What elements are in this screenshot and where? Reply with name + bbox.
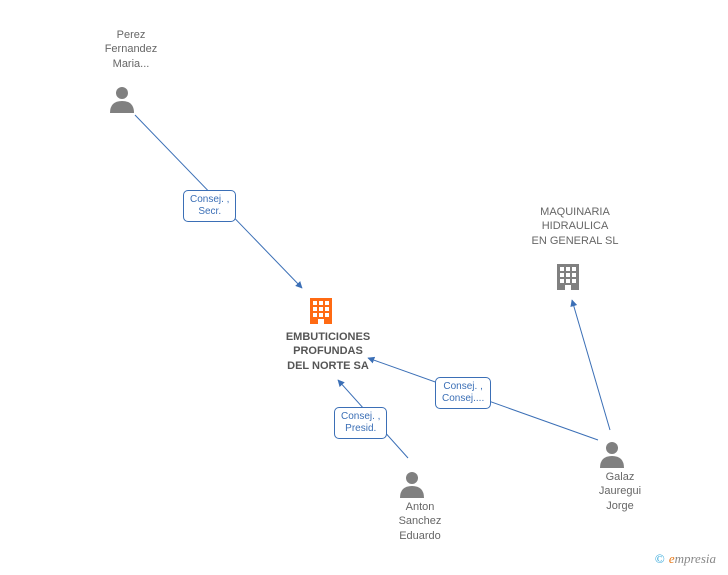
edge-label-1: Consej. , Presid.	[334, 407, 387, 439]
node-label-galaz: Galaz Jauregui Jorge	[580, 470, 660, 513]
watermark-rest: mpresia	[675, 551, 716, 566]
node-label-anton: Anton Sanchez Eduardo	[380, 500, 460, 543]
copyright-symbol: ©	[655, 551, 665, 566]
person-icon	[600, 442, 624, 468]
node-label-maquinaria: MAQUINARIA HIDRAULICA EN GENERAL SL	[510, 205, 640, 248]
building-icon	[310, 298, 332, 324]
node-label-embuticiones: EMBUTICIONES PROFUNDAS DEL NORTE SA	[268, 330, 388, 373]
node-label-perez: Perez Fernandez Maria...	[96, 28, 166, 71]
person-icon	[110, 87, 134, 113]
person-icon	[400, 472, 424, 498]
watermark: ©empresia	[655, 551, 716, 567]
building-icon	[557, 264, 579, 290]
edge-label-2: Consej. , Consej....	[435, 377, 491, 409]
edge-label-0: Consej. , Secr.	[183, 190, 236, 222]
